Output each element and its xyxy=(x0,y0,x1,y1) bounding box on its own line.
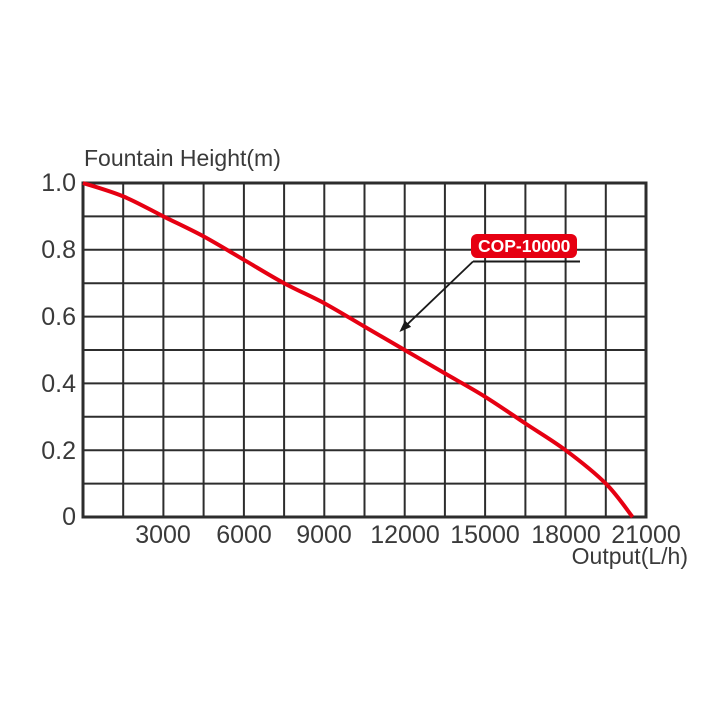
x-axis-tick-label: 12000 xyxy=(370,521,440,549)
x-axis-tick-label: 21000 xyxy=(611,521,681,549)
y-axis-tick-label: 0.8 xyxy=(41,236,76,264)
y-axis-tick-label: 0.6 xyxy=(41,303,76,331)
x-axis-tick-label: 18000 xyxy=(531,521,601,549)
y-axis-tick-label: 0.2 xyxy=(41,437,76,465)
x-axis-title: Output(L/h) xyxy=(571,543,688,569)
y-axis-tick-label: 0.4 xyxy=(41,370,76,398)
y-axis-tick-label: 0 xyxy=(62,503,76,531)
x-axis-tick-label: 15000 xyxy=(450,521,520,549)
x-axis-tick-label: 3000 xyxy=(135,521,191,549)
x-axis-tick-label: 6000 xyxy=(216,521,272,549)
y-axis-tick-label: 1.0 xyxy=(41,169,76,197)
series-label-badge: COP-10000 xyxy=(471,234,578,258)
y-axis-title: Fountain Height(m) xyxy=(84,145,281,171)
x-axis-tick-label: 9000 xyxy=(296,521,352,549)
